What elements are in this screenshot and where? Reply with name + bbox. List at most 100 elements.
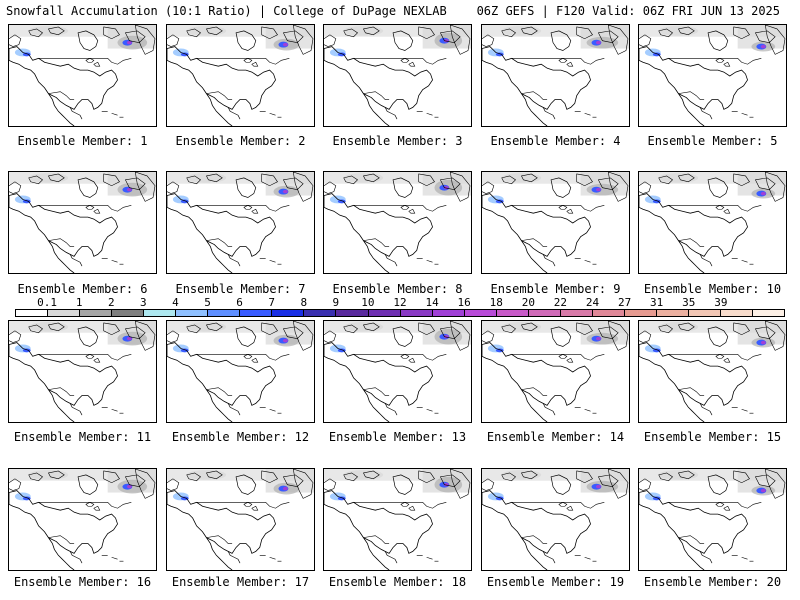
member-map-panel [8,320,157,423]
member-label: Ensemble Member: 9 [490,282,621,296]
member-map-panel [638,171,787,274]
colorbar-tick-label: 0.1 [37,296,58,309]
colorbar-swatch [240,310,273,316]
snowfall-map [639,172,786,273]
member-map-panel [638,24,787,127]
colorbar-tick-label: 2 [107,296,115,309]
snowfall-map [167,469,314,570]
valid-time: 06Z GEFS | F120 Valid: 06Z FRI JUN 13 20… [476,4,780,18]
colorbar-tick-label: 24 [585,296,600,309]
member-label: Ensemble Member: 17 [171,575,310,589]
colorbar-tick-label: 35 [682,296,696,309]
snowfall-map [324,172,471,273]
colorbar-tick-label: 8 [300,296,308,309]
product-title: Snowfall Accumulation (10:1 Ratio) | Col… [6,4,447,18]
colorbar-swatch [48,310,81,316]
snowfall-map [482,469,629,570]
snowfall-map [9,25,156,126]
snowfall-map [639,469,786,570]
colorbar-tick-label: 5 [204,296,211,309]
colorbar-swatch [144,310,177,316]
member-map-panel [323,468,472,571]
colorbar-swatch [656,310,689,316]
member-map-panel [323,320,472,423]
colorbar-labels: 0.1 1 2 3 4 5 6 7 8 9 10 12 14 16 18 20 22 24 27 31 35 39 [15,296,785,309]
colorbar-swatch [336,310,369,316]
colorbar-swatch [112,310,145,316]
member-label: Ensemble Member: 7 [175,282,306,296]
member-map-panel [8,171,157,274]
snowfall-map [167,172,314,273]
member-map-panel [166,320,315,423]
member-map-panel [166,24,315,127]
member-label: Ensemble Member: 11 [13,430,152,444]
member-map-panel [166,468,315,571]
member-label: Ensemble Member: 12 [171,430,310,444]
snowfall-map [167,321,314,422]
member-label: Ensemble Member: 14 [486,430,625,444]
member-label: Ensemble Member: 3 [332,134,463,148]
member-map-panel [8,24,157,127]
snowfall-map [482,172,629,273]
colorbar-tick-label: 20 [521,296,535,309]
member-label: Ensemble Member: 20 [643,575,782,589]
colorbar-swatch [176,310,209,316]
member-label: Ensemble Member: 10 [643,282,782,296]
member-map-panel [638,320,787,423]
snowfall-map [324,25,471,126]
member-label: Ensemble Member: 4 [490,134,621,148]
member-label: Ensemble Member: 18 [328,575,467,589]
member-label: Ensemble Member: 13 [328,430,467,444]
colorbar-swatch [16,310,49,316]
colorbar-tick-label: 39 [714,296,728,309]
snowfall-map [9,321,156,422]
colorbar-tick-label: 4 [172,296,179,309]
colorbar-swatch [624,310,657,316]
snowfall-map [167,25,314,126]
colorbar-tick-label: 18 [489,296,503,309]
colorbar-swatch [400,310,433,316]
member-map-panel [638,468,787,571]
colorbar-swatch [304,310,337,316]
colorbar-swatch [272,310,305,316]
colorbar-swatch [721,310,754,316]
colorbar-tick-label: 1 [75,296,83,309]
colorbar-swatch [80,310,113,316]
colorbar-swatch [753,310,785,316]
colorbar-tick-label: 9 [332,296,340,309]
colorbar-swatch [688,310,722,316]
member-map-panel [323,24,472,127]
snowfall-map [324,321,471,422]
colorbar-tick-label: 22 [553,296,568,309]
snowfall-map [324,469,471,570]
member-label: Ensemble Member: 1 [17,134,148,148]
member-label: Ensemble Member: 2 [175,134,306,148]
member-label: Ensemble Member: 15 [643,430,782,444]
member-label: Ensemble Member: 19 [486,575,625,589]
colorbar-swatch [592,310,625,316]
member-label: Ensemble Member: 16 [13,575,152,589]
colorbar-tick-label: 27 [617,296,632,309]
member-map-panel [166,171,315,274]
member-map-panel [481,468,630,571]
colorbar-tick-label: 3 [140,296,147,309]
member-map-panel [323,171,472,274]
colorbar-tick-label: 7 [268,296,275,309]
snowfall-map [482,321,629,422]
member-map-panel [481,24,630,127]
snowfall-map [639,321,786,422]
colorbar-swatch [496,310,529,316]
member-map-panel [481,171,630,274]
colorbar-tick-label: 6 [236,296,243,309]
member-map-panel [481,320,630,423]
snowfall-map [482,25,629,126]
colorbar-swatch [208,310,241,316]
snowfall-map [639,25,786,126]
colorbar-swatch [464,310,497,316]
colorbar-swatch [432,310,465,316]
colorbar-tick-label: 14 [425,296,439,309]
colorbar-tick-label: 31 [650,296,664,309]
colorbar-swatch [368,310,401,316]
member-label: Ensemble Member: 6 [17,282,148,296]
colorbar-swatch [528,310,561,316]
